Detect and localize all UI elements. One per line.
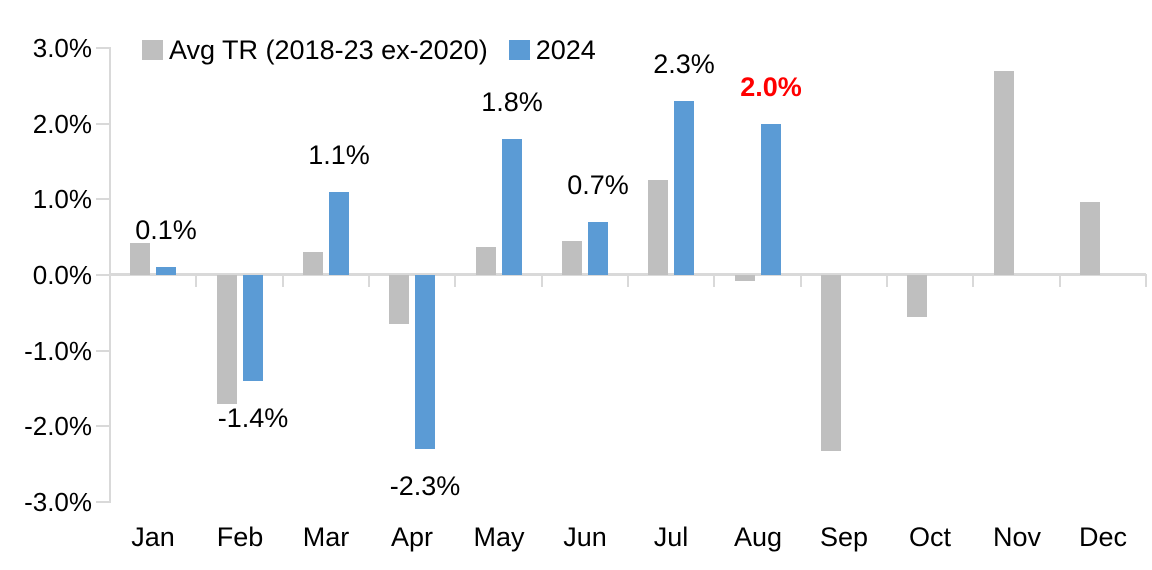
x-axis-tick (713, 274, 715, 287)
y-axis-tick (96, 349, 110, 352)
y-axis-label: -1.0% (24, 335, 92, 366)
legend-label-2024: 2024 (535, 35, 596, 65)
data-label-2024-aug: 2.0% (740, 72, 802, 102)
month-label-feb: Feb (216, 522, 264, 552)
bar-avg-tr-dec (1080, 202, 1100, 275)
month-label-mar: Mar (302, 522, 350, 552)
month-label-may: May (473, 522, 525, 552)
data-label-2024-apr: -2.3% (389, 471, 461, 501)
bar-2024-feb (243, 275, 263, 381)
data-label-2024-feb: -1.4% (217, 403, 289, 433)
y-axis-tick (96, 501, 110, 504)
x-axis-tick (1145, 274, 1147, 287)
bar-2024-jul (674, 101, 694, 275)
x-axis-tick (627, 274, 629, 287)
legend-swatch-avg-tr (142, 40, 163, 60)
month-label-sep: Sep (819, 522, 869, 552)
bar-avg-tr-sep (821, 275, 841, 451)
legend-item-2024: 2024 (508, 33, 596, 67)
data-label-2024-mar: 1.1% (308, 140, 370, 170)
y-axis-label: 0.0% (32, 260, 92, 290)
x-axis-tick (454, 274, 456, 287)
y-axis-tick (96, 122, 110, 125)
x-axis-tick (195, 274, 197, 287)
y-axis-label: -2.0% (24, 411, 92, 442)
bar-2024-jan (156, 267, 176, 275)
month-label-jan: Jan (131, 522, 175, 552)
bar-avg-tr-jul (648, 180, 668, 275)
chart-legend: Avg TR (2018-23 ex-2020) 2024 (142, 33, 596, 67)
bar-avg-tr-may (476, 247, 496, 275)
y-axis-label: 1.0% (32, 184, 92, 215)
bar-avg-tr-jan (130, 243, 150, 275)
month-label-nov: Nov (992, 522, 1041, 552)
month-label-oct: Oct (908, 522, 951, 552)
y-axis-tick (96, 425, 110, 428)
bar-2024-aug (761, 124, 781, 275)
y-axis-tick (96, 198, 110, 201)
bar-avg-tr-nov (994, 71, 1014, 275)
bar-avg-tr-aug (735, 275, 755, 281)
bar-2024-mar (329, 192, 349, 275)
x-axis-tick (541, 274, 543, 287)
y-axis-label: -3.0% (24, 487, 92, 518)
month-label-jul: Jul (653, 522, 689, 552)
month-label-aug: Aug (733, 522, 783, 552)
legend-swatch-2024 (508, 40, 530, 60)
legend-label-avg-tr: Avg TR (2018-23 ex-2020) (169, 35, 488, 65)
bar-avg-tr-oct (907, 275, 927, 317)
bar-avg-tr-jun (562, 241, 582, 275)
x-axis-tick (1059, 274, 1061, 287)
month-label-apr: Apr (390, 522, 434, 552)
month-label-dec: Dec (1078, 522, 1127, 552)
bar-avg-tr-apr (389, 275, 409, 324)
bar-2024-may (502, 139, 522, 275)
y-axis-label: 3.0% (32, 32, 92, 63)
bar-avg-tr-mar (303, 252, 323, 275)
x-axis-tick (972, 274, 974, 287)
x-axis-tick (886, 274, 888, 287)
data-label-2024-may: 1.8% (481, 87, 543, 117)
x-axis-tick (282, 274, 284, 287)
bar-2024-jun (588, 222, 608, 275)
data-label-2024-jul: 2.3% (653, 49, 715, 79)
y-axis-label: 2.0% (32, 108, 92, 139)
data-label-2024-jan: 0.1% (135, 215, 197, 245)
bar-2024-apr (415, 275, 435, 449)
data-label-2024-jun: 0.7% (567, 170, 629, 200)
legend-item-avg-tr: Avg TR (2018-23 ex-2020) (142, 33, 488, 67)
y-axis-tick (96, 46, 110, 49)
x-axis-tick (368, 274, 370, 287)
y-axis-tick (96, 274, 110, 276)
bar-avg-tr-feb (217, 275, 237, 404)
month-label-jun: Jun (563, 522, 607, 552)
x-axis-tick (800, 274, 802, 287)
